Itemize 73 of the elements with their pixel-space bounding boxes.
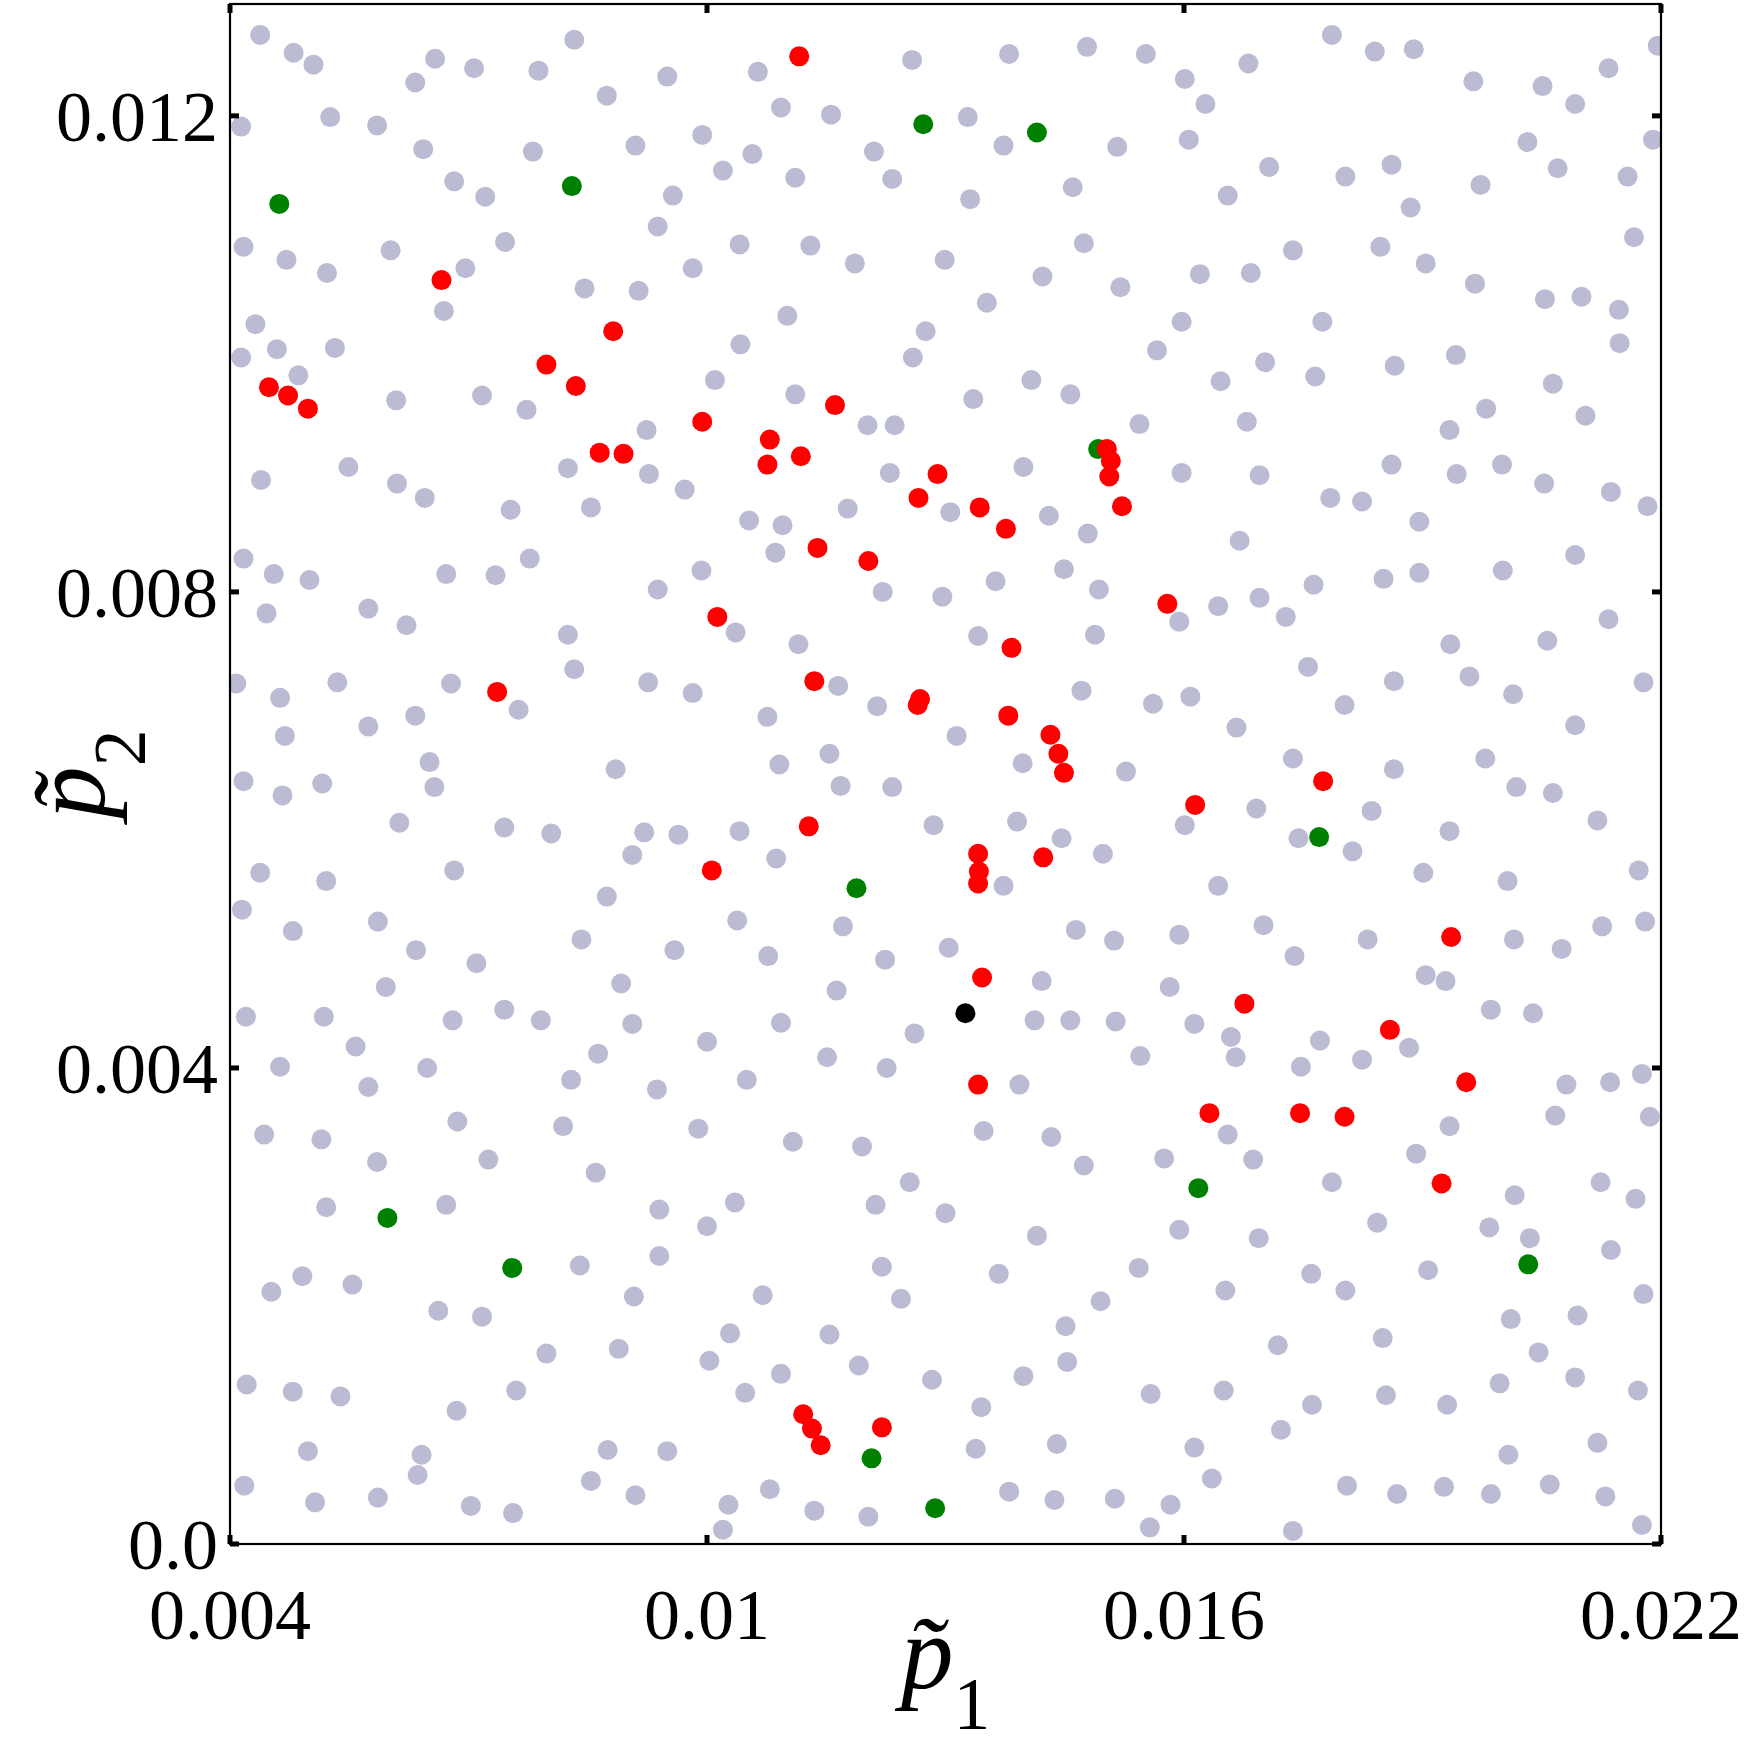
point [998,705,1019,726]
x-tick-label: 0.022 [1580,1575,1742,1655]
point [701,860,722,881]
point [1441,927,1462,948]
point [1099,466,1120,487]
point [969,497,990,518]
point [1188,1178,1209,1199]
point [536,354,557,375]
point [1033,847,1054,868]
point [1040,724,1061,745]
point [1001,637,1022,658]
point [798,816,819,837]
point [858,550,879,571]
point [913,114,934,135]
point [801,1418,822,1439]
point [908,487,929,508]
point [972,967,993,988]
point [1456,1072,1477,1093]
point [258,377,279,398]
point [804,671,825,692]
point [995,518,1016,539]
point [807,537,828,558]
point [927,464,948,485]
point [1234,993,1255,1014]
y-tick-label: 0.008 [56,553,218,634]
y-tick-label: 0.004 [56,1029,218,1110]
x-axis-title: p̃$_{1}$ [893,1594,991,1745]
point [871,1417,892,1438]
point [565,376,586,397]
point [968,873,989,894]
point [278,385,299,406]
x-tick-label: 0.01 [644,1575,770,1655]
point [955,1003,976,1024]
point [707,606,728,627]
x-tick-label: 0.016 [1103,1575,1265,1655]
point [1199,1103,1220,1124]
point [1313,771,1334,792]
point [1111,496,1132,517]
point [757,454,778,475]
point [1518,1254,1539,1275]
point [1379,1019,1400,1040]
point [502,1257,523,1278]
point [1157,593,1178,614]
point [589,442,610,463]
point [1048,743,1069,764]
point [297,398,318,419]
point [692,411,713,432]
point [431,270,452,291]
point [269,193,290,214]
point [1309,827,1330,848]
point [810,1435,831,1456]
point [759,429,780,450]
point [968,843,989,864]
point [1185,794,1206,815]
point [613,443,634,464]
point [861,1448,882,1469]
point [1053,762,1074,783]
point [561,176,582,197]
point [377,1207,398,1228]
point [487,681,508,702]
point [825,395,845,416]
point [793,1404,814,1425]
point [1290,1103,1311,1124]
y-tick-label: 0.012 [56,77,218,158]
point [968,1074,989,1095]
point [1431,1173,1452,1194]
point [1026,122,1047,143]
point [925,1498,946,1519]
point [603,321,624,342]
point [846,878,867,899]
point [1334,1106,1355,1127]
point [789,46,810,67]
point [790,446,811,467]
